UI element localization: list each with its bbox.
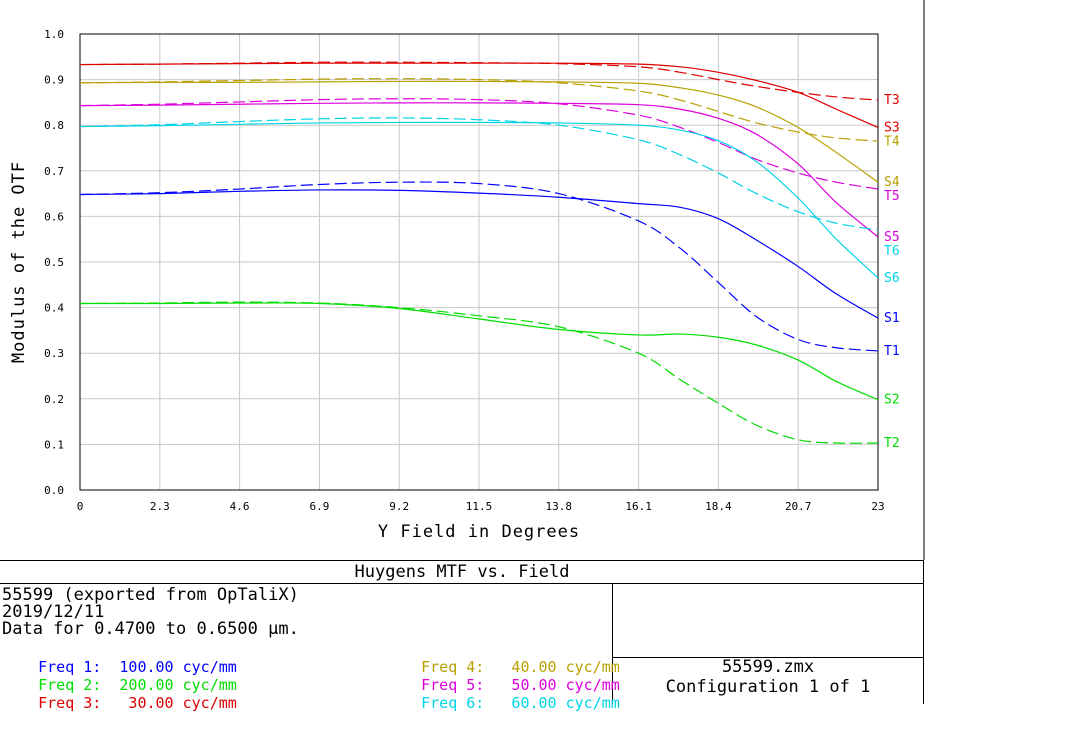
y-tick-label: 0.9 bbox=[44, 74, 64, 87]
plot-title: Huygens MTF vs. Field bbox=[0, 560, 924, 584]
series-line-t5 bbox=[79, 98, 879, 190]
freq-3-legend: Freq 3: 30.00 cyc/mm bbox=[2, 676, 237, 730]
freq-2-label: Freq 2: bbox=[38, 676, 102, 694]
x-tick-label: 20.7 bbox=[785, 500, 812, 513]
freq-3-value: 30.00 cyc/mm bbox=[119, 694, 237, 712]
y-tick-label: 0.5 bbox=[44, 256, 64, 269]
series-line-t2 bbox=[79, 301, 879, 444]
y-tick-labels: 0.0 0.1 0.2 0.3 0.4 0.5 0.6 0.7 0.8 0.9 1.0 bbox=[44, 28, 64, 497]
x-tick-label: 23 bbox=[871, 500, 884, 513]
series-line-s6 bbox=[79, 121, 879, 279]
series-label-t4: T4 bbox=[884, 134, 900, 149]
series-line-t3 bbox=[79, 61, 879, 101]
info-line-1: 55599 (exported from OpTaliX) bbox=[2, 585, 299, 605]
y-tick-label: 0.2 bbox=[44, 393, 64, 406]
series-label-t5: T5 bbox=[884, 189, 900, 204]
chart-background bbox=[0, 0, 1079, 560]
info-text: 55599 (exported from OpTaliX) 2019/12/11… bbox=[2, 587, 299, 638]
series-label-s3: S3 bbox=[884, 120, 900, 135]
y-tick-label: 0.0 bbox=[44, 484, 64, 497]
freq-5-label: Freq 5: bbox=[421, 676, 485, 694]
x-tick-label: 9.2 bbox=[389, 500, 409, 513]
info-line-3: Data for 0.4700 to 0.6500 µm. bbox=[2, 619, 299, 639]
x-tick-label: 18.4 bbox=[705, 500, 732, 513]
series-label-s4: S4 bbox=[884, 175, 900, 190]
y-tick-label: 0.6 bbox=[44, 210, 64, 223]
series-line-s4 bbox=[79, 80, 879, 183]
file-name: 55599.zmx bbox=[721, 657, 815, 677]
freq-4-value: 40.00 cyc/mm bbox=[502, 658, 620, 676]
freq-5-value: 50.00 cyc/mm bbox=[502, 676, 620, 694]
y-tick-label: 0.8 bbox=[44, 119, 64, 132]
x-tick-label: 6.9 bbox=[309, 500, 329, 513]
plot-frame bbox=[79, 33, 879, 491]
series-line-t6 bbox=[79, 117, 879, 231]
series-label-t1: T1 bbox=[884, 344, 900, 359]
freq-2-legend: Freq 2: 200.00 cyc/mm bbox=[2, 658, 237, 712]
freq-6-label: Freq 6: bbox=[421, 694, 485, 712]
freq-1-value: 100.00 cyc/mm bbox=[119, 658, 237, 676]
freq-4-label: Freq 4: bbox=[421, 658, 485, 676]
x-tick-label: 11.5 bbox=[466, 500, 493, 513]
series-line-t1 bbox=[79, 181, 879, 352]
x-axis-title: Y Field in Degrees bbox=[378, 522, 580, 542]
series-label-s1: S1 bbox=[884, 311, 900, 326]
y-tick-label: 0.7 bbox=[44, 165, 64, 178]
series-lines bbox=[79, 61, 879, 444]
series-label-t2: T2 bbox=[884, 436, 900, 451]
freq-4-legend: Freq 4: 40.00 cyc/mm bbox=[385, 640, 620, 694]
freq-5-legend: Freq 5: 50.00 cyc/mm bbox=[385, 658, 620, 712]
series-label-s6: S6 bbox=[884, 271, 900, 286]
series-line-s5 bbox=[79, 102, 879, 238]
panel-right-border bbox=[923, 560, 924, 704]
series-line-t4 bbox=[79, 78, 879, 142]
info-line-2: 2019/12/11 bbox=[2, 602, 105, 622]
series-label-s5: S5 bbox=[884, 230, 900, 245]
y-axis-title: Modulus of the OTF bbox=[9, 161, 29, 363]
freq-6-legend: Freq 6: 60.00 cyc/mm bbox=[385, 676, 620, 730]
freq-1-label: Freq 1: bbox=[38, 658, 102, 676]
y-tick-label: 0.3 bbox=[44, 347, 64, 360]
x-tick-label: 16.1 bbox=[625, 500, 652, 513]
y-tick-label: 1.0 bbox=[44, 28, 64, 41]
info-panel: Huygens MTF vs. Field 55599 (exported fr… bbox=[0, 560, 924, 712]
y-tick-label: 0.1 bbox=[44, 438, 64, 451]
freq-3-label: Freq 3: bbox=[38, 694, 102, 712]
freq-6-value: 60.00 cyc/mm bbox=[502, 694, 620, 712]
series-label-s2: S2 bbox=[884, 393, 900, 408]
panel-divider-vertical bbox=[612, 583, 613, 704]
x-tick-label: 13.8 bbox=[546, 500, 573, 513]
series-label-t3: T3 bbox=[884, 93, 900, 108]
series-label-t6: T6 bbox=[884, 244, 900, 259]
file-box: 55599.zmx Configuration 1 of 1 bbox=[612, 657, 924, 697]
x-tick-labels: 0 2.3 4.6 6.9 9.2 11.5 13.8 16.1 18.4 20.7 23 bbox=[77, 500, 885, 513]
x-tick-label: 2.3 bbox=[150, 500, 170, 513]
configuration-text: Configuration 1 of 1 bbox=[665, 677, 871, 697]
freq-1-legend: Freq 1: 100.00 cyc/mm bbox=[2, 640, 237, 694]
panel-divider-horizontal bbox=[612, 657, 924, 658]
x-tick-label: 0 bbox=[77, 500, 84, 513]
x-tick-label: 4.6 bbox=[230, 500, 250, 513]
y-tick-label: 0.4 bbox=[44, 302, 64, 315]
freq-2-value: 200.00 cyc/mm bbox=[119, 676, 237, 694]
series-line-s1 bbox=[79, 189, 879, 319]
mtf-chart: 0 2.3 4.6 6.9 9.2 11.5 13.8 16.1 18.4 20.7 23 0.00… bbox=[0, 0, 1079, 560]
